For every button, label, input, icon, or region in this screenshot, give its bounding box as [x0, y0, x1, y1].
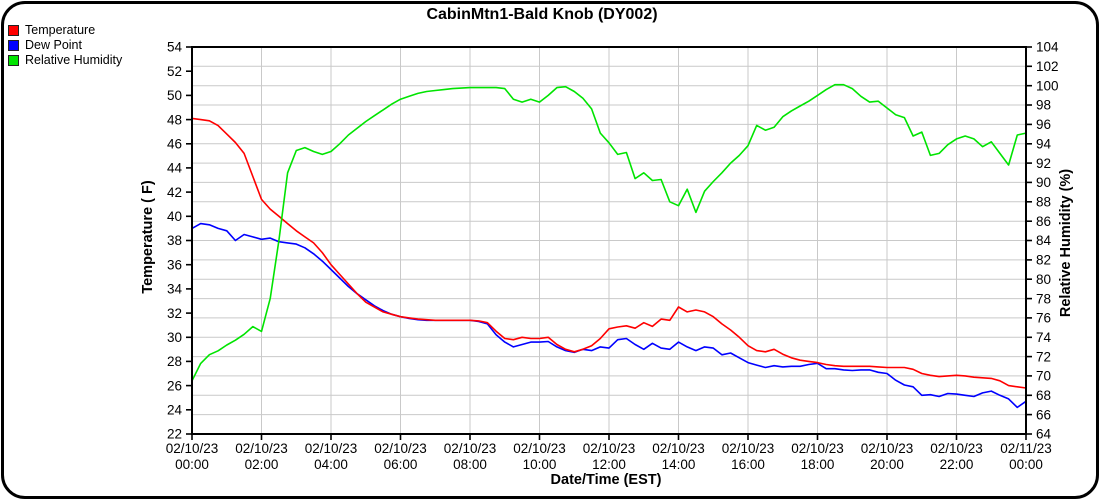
- svg-text:64: 64: [1036, 427, 1052, 442]
- svg-text:98: 98: [1036, 98, 1051, 113]
- svg-text:02/10/23: 02/10/23: [374, 441, 427, 456]
- legend-label: Dew Point: [25, 38, 82, 52]
- svg-text:04:00: 04:00: [314, 457, 348, 472]
- svg-text:38: 38: [167, 233, 182, 248]
- legend-label: Temperature: [25, 23, 96, 37]
- svg-text:32: 32: [167, 306, 182, 321]
- svg-text:02/10/23: 02/10/23: [722, 441, 775, 456]
- svg-text:02/10/23: 02/10/23: [166, 441, 219, 456]
- svg-text:08:00: 08:00: [453, 457, 487, 472]
- svg-text:86: 86: [1036, 214, 1051, 229]
- svg-text:24: 24: [167, 403, 183, 418]
- svg-text:70: 70: [1036, 369, 1051, 384]
- svg-text:52: 52: [167, 64, 182, 79]
- svg-text:12:00: 12:00: [592, 457, 626, 472]
- chart-title: CabinMtn1-Bald Knob (DY002): [426, 6, 658, 23]
- svg-text:02/10/23: 02/10/23: [583, 441, 636, 456]
- svg-text:88: 88: [1036, 195, 1051, 210]
- svg-text:100: 100: [1036, 78, 1059, 93]
- svg-text:02/10/23: 02/10/23: [513, 441, 566, 456]
- svg-text:18:00: 18:00: [801, 457, 835, 472]
- svg-text:68: 68: [1036, 388, 1051, 403]
- svg-text:02/10/23: 02/10/23: [861, 441, 914, 456]
- svg-text:84: 84: [1036, 233, 1052, 248]
- svg-text:40: 40: [167, 209, 182, 224]
- svg-text:54: 54: [167, 40, 183, 55]
- svg-text:02/10/23: 02/10/23: [791, 441, 844, 456]
- svg-text:94: 94: [1036, 137, 1052, 152]
- legend-item-dew-point: Dew Point: [8, 38, 122, 52]
- legend-item-relative-humidity: Relative Humidity: [8, 53, 123, 67]
- svg-text:104: 104: [1036, 40, 1059, 55]
- svg-text:20:00: 20:00: [870, 457, 904, 472]
- dew-point-swatch-icon: [8, 39, 19, 51]
- svg-text:14:00: 14:00: [662, 457, 696, 472]
- svg-text:78: 78: [1036, 291, 1051, 306]
- x-axis-title: Date/Time (EST): [550, 472, 662, 488]
- svg-text:102: 102: [1036, 59, 1059, 74]
- svg-text:02/11/23: 02/11/23: [1000, 441, 1052, 456]
- svg-text:80: 80: [1036, 272, 1051, 287]
- svg-text:66: 66: [1036, 407, 1051, 422]
- svg-text:90: 90: [1036, 175, 1051, 190]
- svg-text:72: 72: [1036, 349, 1051, 364]
- svg-text:76: 76: [1036, 311, 1051, 326]
- svg-text:00:00: 00:00: [175, 457, 209, 472]
- svg-text:36: 36: [167, 257, 182, 272]
- svg-text:96: 96: [1036, 117, 1051, 132]
- svg-text:16:00: 16:00: [731, 457, 765, 472]
- svg-text:30: 30: [167, 330, 182, 345]
- temperature-swatch-icon: [8, 24, 19, 36]
- svg-text:44: 44: [167, 161, 183, 176]
- svg-text:28: 28: [167, 354, 182, 369]
- svg-text:10:00: 10:00: [523, 457, 557, 472]
- svg-text:02/10/23: 02/10/23: [652, 441, 705, 456]
- relative-humidity-swatch-icon: [8, 54, 19, 66]
- svg-text:26: 26: [167, 378, 182, 393]
- svg-text:02/10/23: 02/10/23: [305, 441, 358, 456]
- svg-text:00:00: 00:00: [1009, 457, 1043, 472]
- svg-text:02/10/23: 02/10/23: [235, 441, 288, 456]
- svg-text:22:00: 22:00: [940, 457, 974, 472]
- svg-text:48: 48: [167, 112, 182, 127]
- svg-text:42: 42: [167, 185, 182, 200]
- legend-label: Relative Humidity: [25, 53, 123, 67]
- svg-text:74: 74: [1036, 330, 1052, 345]
- svg-text:02/10/23: 02/10/23: [930, 441, 983, 456]
- svg-text:34: 34: [167, 282, 183, 297]
- svg-text:02/10/23: 02/10/23: [444, 441, 497, 456]
- svg-text:50: 50: [167, 88, 182, 103]
- svg-text:02:00: 02:00: [245, 457, 279, 472]
- svg-text:82: 82: [1036, 253, 1051, 268]
- svg-text:06:00: 06:00: [384, 457, 418, 472]
- svg-text:22: 22: [167, 427, 182, 442]
- legend: Temperature Dew Point Relative Humidity: [8, 23, 123, 67]
- svg-text:92: 92: [1036, 156, 1051, 171]
- svg-text:46: 46: [167, 137, 182, 152]
- legend-item-temperature: Temperature: [8, 23, 122, 37]
